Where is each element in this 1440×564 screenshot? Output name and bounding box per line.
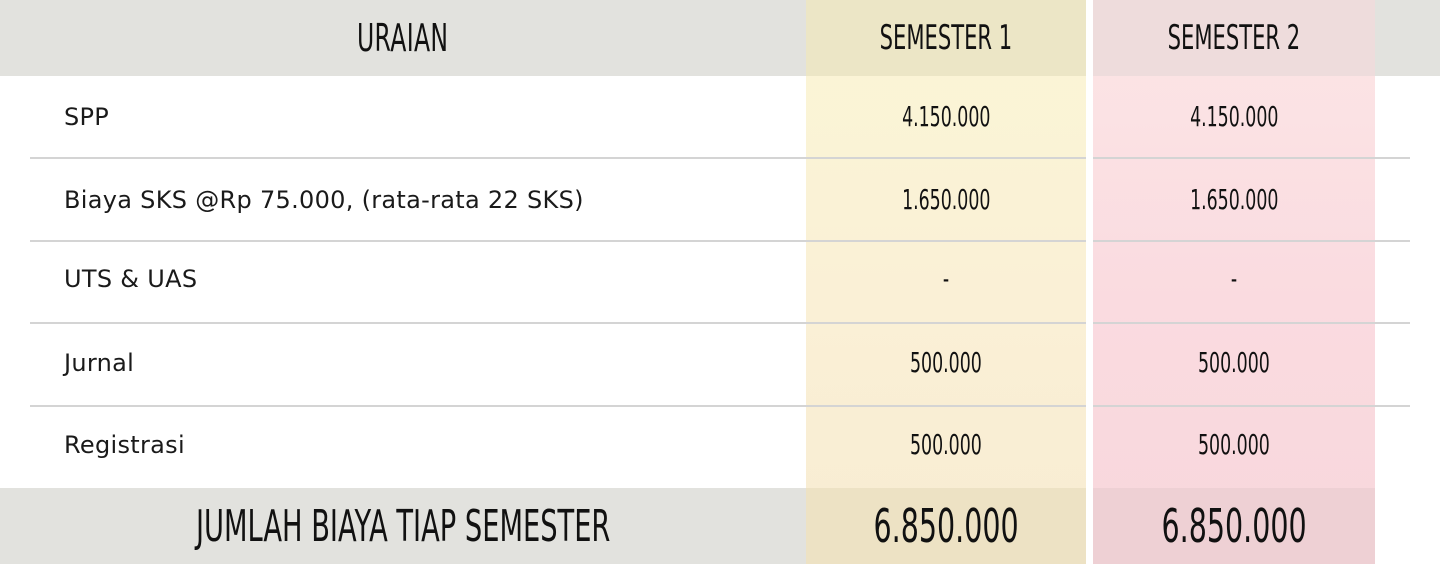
footer-total-semester2: 6.850.000 (1161, 499, 1307, 553)
footer-label: JUMLAH BIAYA TIAP SEMESTER (195, 500, 611, 552)
footer-label-cell: JUMLAH BIAYA TIAP SEMESTER (0, 488, 806, 564)
value-text: - (942, 262, 950, 295)
footer-tail (1375, 488, 1440, 564)
row-biaya-sks-semester1: 1.650.000 (806, 183, 1086, 216)
value-text: - (1230, 262, 1238, 295)
header-tail (1375, 0, 1440, 76)
header-semester2: SEMESTER 2 (1167, 18, 1301, 58)
row-label-uts-uas: UTS & UAS (64, 265, 198, 293)
row-label-biaya-sks: Biaya SKS @Rp 75.000, (rata-rata 22 SKS) (64, 186, 584, 214)
value-text: 1.650.000 (901, 183, 991, 216)
header-uraian: URAIAN (357, 16, 449, 60)
row-divider (30, 240, 1410, 242)
row-label-spp: SPP (64, 103, 110, 131)
header-semester1-cell: SEMESTER 1 (806, 0, 1086, 76)
value-text: 500.000 (1198, 346, 1270, 379)
row-spp-semester2: 4.150.000 (1093, 100, 1375, 133)
row-biaya-sks-semester2: 1.650.000 (1093, 183, 1375, 216)
row-spp-semester1: 4.150.000 (806, 100, 1086, 133)
row-label-jurnal: Jurnal (64, 349, 135, 377)
footer-total-semester1: 6.850.000 (873, 499, 1019, 553)
column-gap (1086, 0, 1093, 564)
row-divider (30, 157, 1410, 159)
row-uts-uas-semester2: - (1093, 262, 1375, 295)
row-label-registrasi: Registrasi (64, 431, 185, 459)
row-divider (30, 405, 1410, 407)
value-text: 4.150.000 (1189, 100, 1279, 133)
value-text: 500.000 (910, 346, 982, 379)
header-semester1: SEMESTER 1 (879, 18, 1013, 58)
header-uraian-cell: URAIAN (0, 0, 806, 76)
row-registrasi-semester2: 500.000 (1093, 428, 1375, 461)
header-semester2-cell: SEMESTER 2 (1093, 0, 1375, 76)
value-text: 500.000 (1198, 428, 1270, 461)
semester1-column-bg (806, 0, 1086, 564)
value-text: 1.650.000 (1189, 183, 1279, 216)
row-jurnal-semester2: 500.000 (1093, 346, 1375, 379)
semester2-column-bg (1093, 0, 1375, 564)
row-registrasi-semester1: 500.000 (806, 428, 1086, 461)
footer-semester2-cell: 6.850.000 (1093, 488, 1375, 564)
value-text: 4.150.000 (901, 100, 991, 133)
row-divider (30, 322, 1410, 324)
footer-semester1-cell: 6.850.000 (806, 488, 1086, 564)
value-text: 500.000 (910, 428, 982, 461)
row-uts-uas-semester1: - (806, 262, 1086, 295)
row-jurnal-semester1: 500.000 (806, 346, 1086, 379)
